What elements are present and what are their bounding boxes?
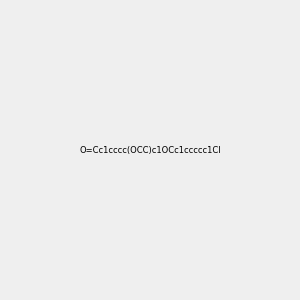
Text: O=Cc1cccc(OCC)c1OCc1ccccc1Cl: O=Cc1cccc(OCC)c1OCc1ccccc1Cl [79, 146, 221, 154]
